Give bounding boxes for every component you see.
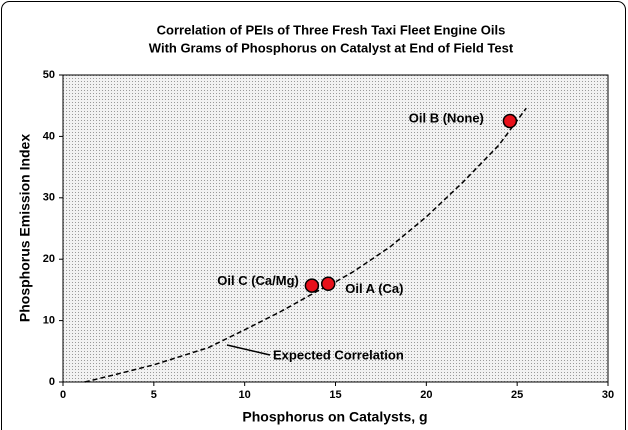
data-point: [502, 113, 518, 129]
x-tick-label: 30: [602, 389, 614, 401]
y-tick-label: 50: [43, 69, 55, 81]
point-label: Oil A (Ca): [345, 281, 403, 296]
x-axis-label: Phosphorus on Catalysts, g: [242, 409, 427, 425]
x-tick-label: 5: [151, 389, 157, 401]
x-tick-label: 20: [420, 389, 432, 401]
x-tick-label: 0: [60, 389, 66, 401]
chart-title: Correlation of PEIs of Three Fresh Taxi …: [157, 22, 506, 37]
point-label: Oil C (Ca/Mg): [217, 273, 299, 288]
data-point: [304, 278, 320, 293]
y-axis-label: Phosphorus Emission Index: [17, 134, 33, 322]
y-tick-label: 20: [43, 253, 55, 265]
point-label: Oil B (None): [409, 110, 484, 125]
y-tick-label: 30: [43, 192, 55, 204]
data-point: [320, 276, 336, 292]
x-tick-label: 10: [239, 389, 251, 401]
plot-area: [62, 74, 609, 383]
expected-curve: [84, 107, 527, 383]
x-tick-label: 25: [511, 389, 523, 401]
y-tick-label: 40: [43, 130, 55, 142]
curve-label: Expected Correlation: [273, 347, 404, 362]
x-tick-label: 15: [329, 389, 341, 401]
chart-title: With Grams of Phosphorus on Catalyst at …: [149, 40, 514, 55]
leader-line: [226, 344, 271, 356]
y-tick-label: 0: [49, 376, 55, 388]
y-tick-label: 10: [43, 315, 55, 327]
